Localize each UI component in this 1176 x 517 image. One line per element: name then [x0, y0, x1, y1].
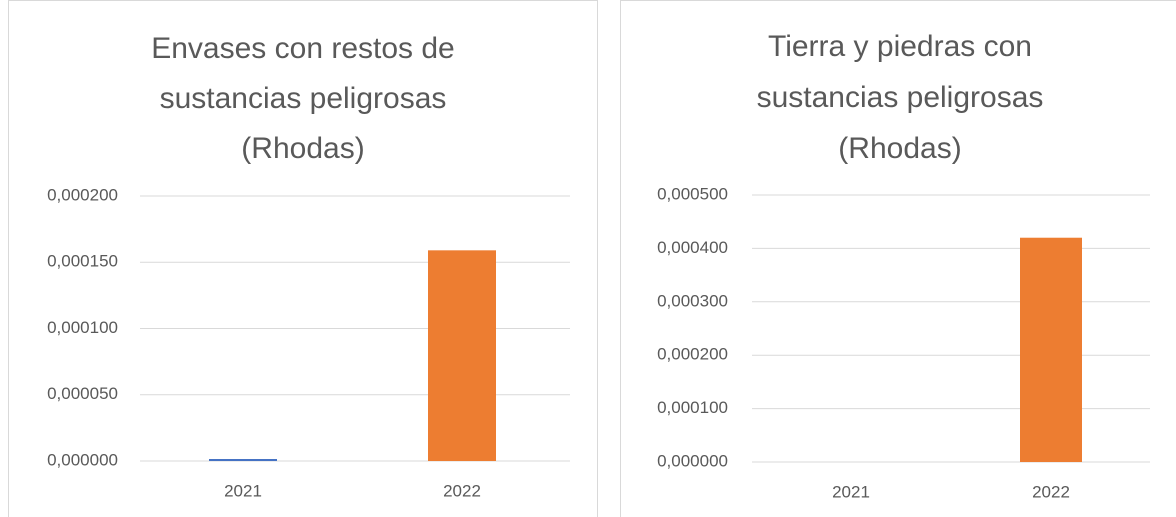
- chart-title: Envases con restos de: [151, 32, 455, 65]
- bar: [1020, 237, 1082, 462]
- y-tick-label: 0,000100: [657, 398, 728, 417]
- x-tick-label: 2021: [224, 481, 262, 500]
- x-tick-label: 2022: [1032, 482, 1070, 501]
- y-tick-label: 0,000100: [47, 318, 118, 337]
- y-tick-label: 0,000050: [47, 384, 118, 403]
- y-tick-label: 0,000150: [47, 252, 118, 271]
- y-tick-label: 0,000200: [47, 185, 118, 204]
- y-tick-label: 0,000200: [657, 345, 728, 364]
- y-tick-label: 0,000400: [657, 238, 728, 257]
- chart-title: sustancias peligrosas: [757, 81, 1044, 114]
- chart-title: sustancias peligrosas: [160, 82, 447, 115]
- y-tick-label: 0,000000: [657, 451, 728, 470]
- bar: [428, 250, 496, 461]
- bar: [209, 459, 277, 461]
- x-tick-label: 2021: [832, 482, 870, 501]
- chart-title: Tierra y piedras con: [768, 30, 1032, 63]
- chart-title: (Rhodas): [838, 132, 961, 165]
- x-tick-label: 2022: [443, 481, 481, 500]
- panel-border: [8, 0, 598, 517]
- y-tick-label: 0,000000: [47, 450, 118, 469]
- panel-border: [620, 0, 1176, 517]
- y-tick-label: 0,000300: [657, 291, 728, 310]
- y-tick-label: 0,000500: [657, 184, 728, 203]
- chart-title: (Rhodas): [241, 132, 364, 165]
